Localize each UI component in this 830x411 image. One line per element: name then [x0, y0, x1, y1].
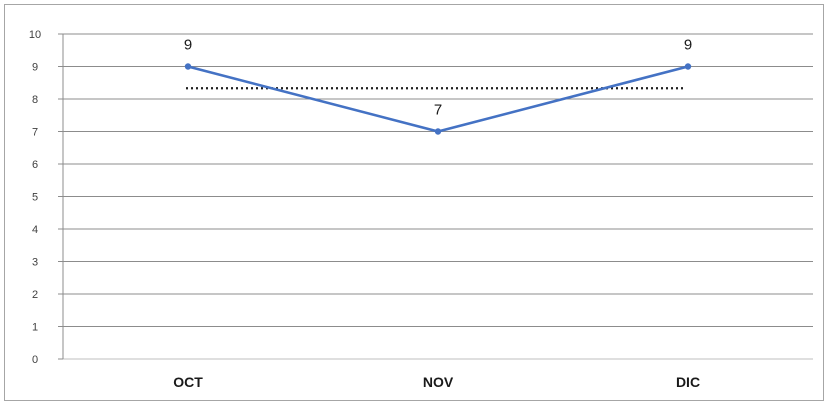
- x-category-label: NOV: [423, 374, 454, 390]
- line-chart: 0 1 2 3 4 5 6 7 8 9 10 9 7 9 OCT NOV DIC: [29, 29, 813, 391]
- data-label: 9: [184, 37, 192, 54]
- data-point: [434, 128, 442, 135]
- data-label: 9: [684, 37, 692, 54]
- y-tick-label: 5: [32, 192, 38, 204]
- data-point: [684, 63, 692, 70]
- data-label: 7: [434, 102, 442, 119]
- y-tick-label: 10: [29, 29, 41, 41]
- y-tick-label: 3: [32, 257, 38, 269]
- y-tick-label: 7: [32, 127, 38, 139]
- y-tick-label: 9: [32, 62, 38, 74]
- x-category-label: OCT: [173, 374, 203, 390]
- y-tick-label: 6: [32, 159, 38, 171]
- y-axis: 0 1 2 3 4 5 6 7 8 9 10: [29, 29, 64, 366]
- y-tick-label: 0: [32, 354, 38, 366]
- series-group: [184, 63, 692, 135]
- chart-container: 0 1 2 3 4 5 6 7 8 9 10 9 7 9 OCT NOV DIC: [4, 4, 824, 401]
- y-tick-label: 1: [32, 322, 38, 334]
- y-tick-label: 8: [32, 94, 38, 106]
- gridlines: [63, 33, 813, 360]
- y-tick-label: 2: [32, 289, 38, 301]
- y-tick-label: 4: [32, 224, 38, 236]
- labels-group: 9 7 9 OCT NOV DIC: [173, 37, 700, 391]
- x-category-label: DIC: [676, 374, 700, 390]
- data-point: [184, 63, 192, 70]
